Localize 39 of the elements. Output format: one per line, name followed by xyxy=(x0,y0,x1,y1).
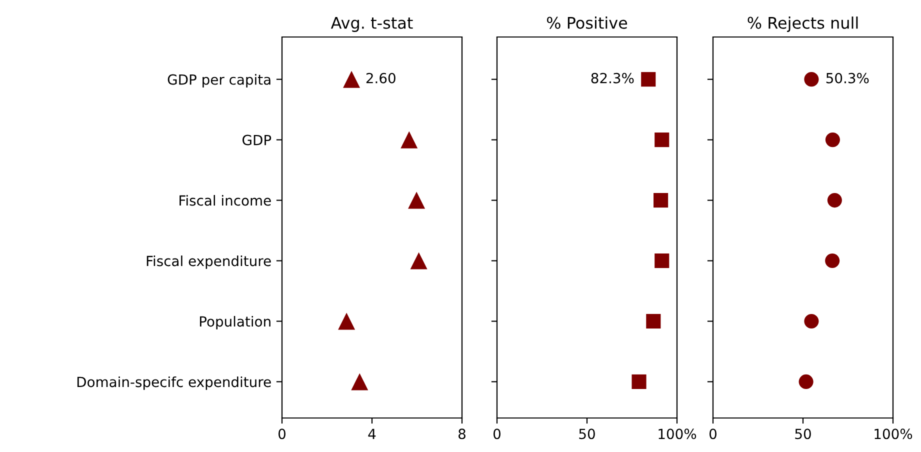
x-tick-label: 100% xyxy=(658,428,696,440)
x-tick-label: 4 xyxy=(368,428,376,439)
point xyxy=(825,253,840,268)
point xyxy=(804,314,819,329)
point xyxy=(804,72,819,87)
y-tick-label: GDP xyxy=(242,134,272,146)
y-tick-label: Domain-specifc expenditure xyxy=(77,376,271,390)
point xyxy=(343,70,360,88)
annotation: 2.60 xyxy=(366,72,396,84)
point xyxy=(338,312,356,330)
x-tick-label: 8 xyxy=(458,428,466,440)
point xyxy=(798,374,814,389)
chart-title: % Rejects null xyxy=(748,16,858,32)
annotation: 50.3% xyxy=(826,72,869,84)
x-tick-label: 0 xyxy=(709,428,716,440)
point xyxy=(632,374,646,389)
y-tick-label: Fiscal expenditure xyxy=(146,255,271,269)
point xyxy=(408,192,426,209)
x-tick-label: 50 xyxy=(795,428,811,440)
x-tick-label: 50 xyxy=(579,428,595,440)
point xyxy=(654,193,668,208)
x-tick-label: 0 xyxy=(493,428,500,440)
point xyxy=(654,132,670,148)
point xyxy=(654,253,670,268)
point xyxy=(825,132,840,148)
chart-title: % Positive xyxy=(546,16,628,29)
x-tick-label: 100% xyxy=(874,428,912,440)
annotation: 82.3% xyxy=(591,72,634,84)
y-tick-label: Population xyxy=(200,316,270,330)
point xyxy=(351,373,368,390)
point xyxy=(646,314,661,329)
point xyxy=(400,131,418,148)
chart-title: Avg. t-stat xyxy=(330,17,413,32)
x-tick-label: 0 xyxy=(278,428,286,440)
y-tick-label: GDP per capita xyxy=(168,74,270,88)
y-tick-label: Fiscal income xyxy=(180,195,271,206)
point xyxy=(641,72,656,87)
point xyxy=(827,193,842,208)
point xyxy=(410,252,428,270)
